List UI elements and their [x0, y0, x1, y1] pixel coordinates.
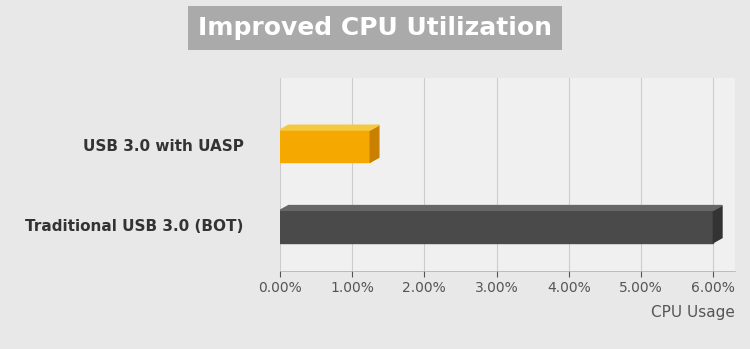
Text: Improved CPU Utilization: Improved CPU Utilization: [198, 20, 552, 43]
Text: Traditional USB 3.0 (BOT): Traditional USB 3.0 (BOT): [25, 219, 244, 234]
Bar: [280, 130, 370, 162]
X-axis label: CPU Usage: CPU Usage: [651, 305, 735, 320]
Polygon shape: [280, 125, 379, 130]
Text: Improved CPU Utilization: Improved CPU Utilization: [198, 16, 552, 40]
Text: USB 3.0 with UASP: USB 3.0 with UASP: [82, 139, 244, 154]
Polygon shape: [280, 206, 722, 210]
Polygon shape: [713, 206, 722, 243]
Bar: [280, 210, 713, 243]
Polygon shape: [370, 125, 379, 162]
